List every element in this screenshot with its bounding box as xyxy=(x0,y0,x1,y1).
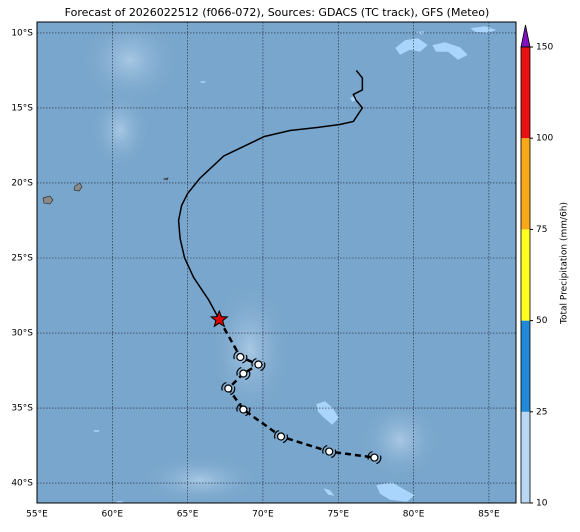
colorbar-segment xyxy=(521,320,530,412)
cyclone-eye xyxy=(239,405,248,414)
cyclone-arm xyxy=(376,455,382,465)
title: Forecast of 2026022512 (f066-072), Sourc… xyxy=(65,6,490,19)
colorbar-segment xyxy=(521,47,530,139)
cyclone-eye xyxy=(370,453,379,462)
y-tick-label: 30°S xyxy=(11,329,33,339)
y-tick-label: 20°S xyxy=(11,178,33,188)
past-track xyxy=(177,69,364,320)
cyclone-eye xyxy=(224,384,233,393)
forecast-point xyxy=(322,444,337,459)
cyclone-eye xyxy=(325,447,334,456)
cyclone-eye xyxy=(239,369,248,378)
colorbar-tick-label: 75 xyxy=(536,225,547,235)
cyclone-arm xyxy=(251,357,257,367)
plot-frame xyxy=(36,21,517,504)
forecast-point xyxy=(274,429,289,444)
x-tick-label: 70°E xyxy=(252,510,274,520)
x-tick-label: 75°E xyxy=(327,510,349,520)
forecast-point xyxy=(236,366,251,381)
forecast-point xyxy=(233,350,248,364)
y-tick-label: 35°S xyxy=(11,404,33,414)
cyclone-arm xyxy=(236,366,242,376)
current-position xyxy=(209,309,229,328)
cyclone-arm xyxy=(245,407,251,417)
x-tick-label: 60°E xyxy=(101,510,123,520)
cyclone-eye xyxy=(254,360,263,369)
forecast-point xyxy=(367,450,382,465)
forecast-point xyxy=(251,357,266,372)
colorbar-tick-label: 100 xyxy=(536,134,553,144)
y-tick-label: 40°S xyxy=(11,479,33,489)
cyclone-arm xyxy=(322,444,328,454)
x-tick-label: 55°E xyxy=(26,510,48,520)
colorbar-frame xyxy=(520,46,531,504)
y-tick-label: 25°S xyxy=(11,253,33,263)
colorbar-tick-label: 10 xyxy=(536,499,548,509)
cyclone-arm xyxy=(367,450,373,460)
cyclone-arm xyxy=(260,362,266,372)
colorbar-segment xyxy=(521,138,530,230)
forecast-point xyxy=(236,402,251,417)
colorbar-segment xyxy=(521,411,530,503)
cyclone-arm xyxy=(236,402,242,412)
y-tick-label: 10°S xyxy=(11,28,33,38)
x-tick-label: 65°E xyxy=(177,510,199,520)
cyclone-arm xyxy=(330,449,337,459)
cyclone-arm xyxy=(221,381,227,391)
cyclone-arm xyxy=(230,386,236,396)
x-tick-label: 80°E xyxy=(403,510,425,520)
colorbar-tick-label: 150 xyxy=(536,43,553,53)
basemap xyxy=(37,22,516,503)
colorbar-tick-label: 25 xyxy=(536,407,547,417)
cyclone-arm xyxy=(274,429,280,439)
cyclone-arm xyxy=(242,354,248,364)
x-tick-label: 85°E xyxy=(478,510,500,520)
cyclone-eye xyxy=(236,352,245,362)
cyclone-arm xyxy=(282,434,289,444)
forecast-point xyxy=(221,381,236,396)
colorbar-label: Total Precipitation (mm/6h) xyxy=(560,202,570,325)
cyclone-arm xyxy=(233,350,239,360)
colorbar-segment xyxy=(521,229,530,321)
cyclone-arm xyxy=(245,371,251,381)
y-tick-label: 15°S xyxy=(11,103,33,113)
colorbar-extension xyxy=(520,24,531,48)
colorbar-tick-label: 50 xyxy=(536,316,548,326)
cyclone-eye xyxy=(276,432,286,441)
